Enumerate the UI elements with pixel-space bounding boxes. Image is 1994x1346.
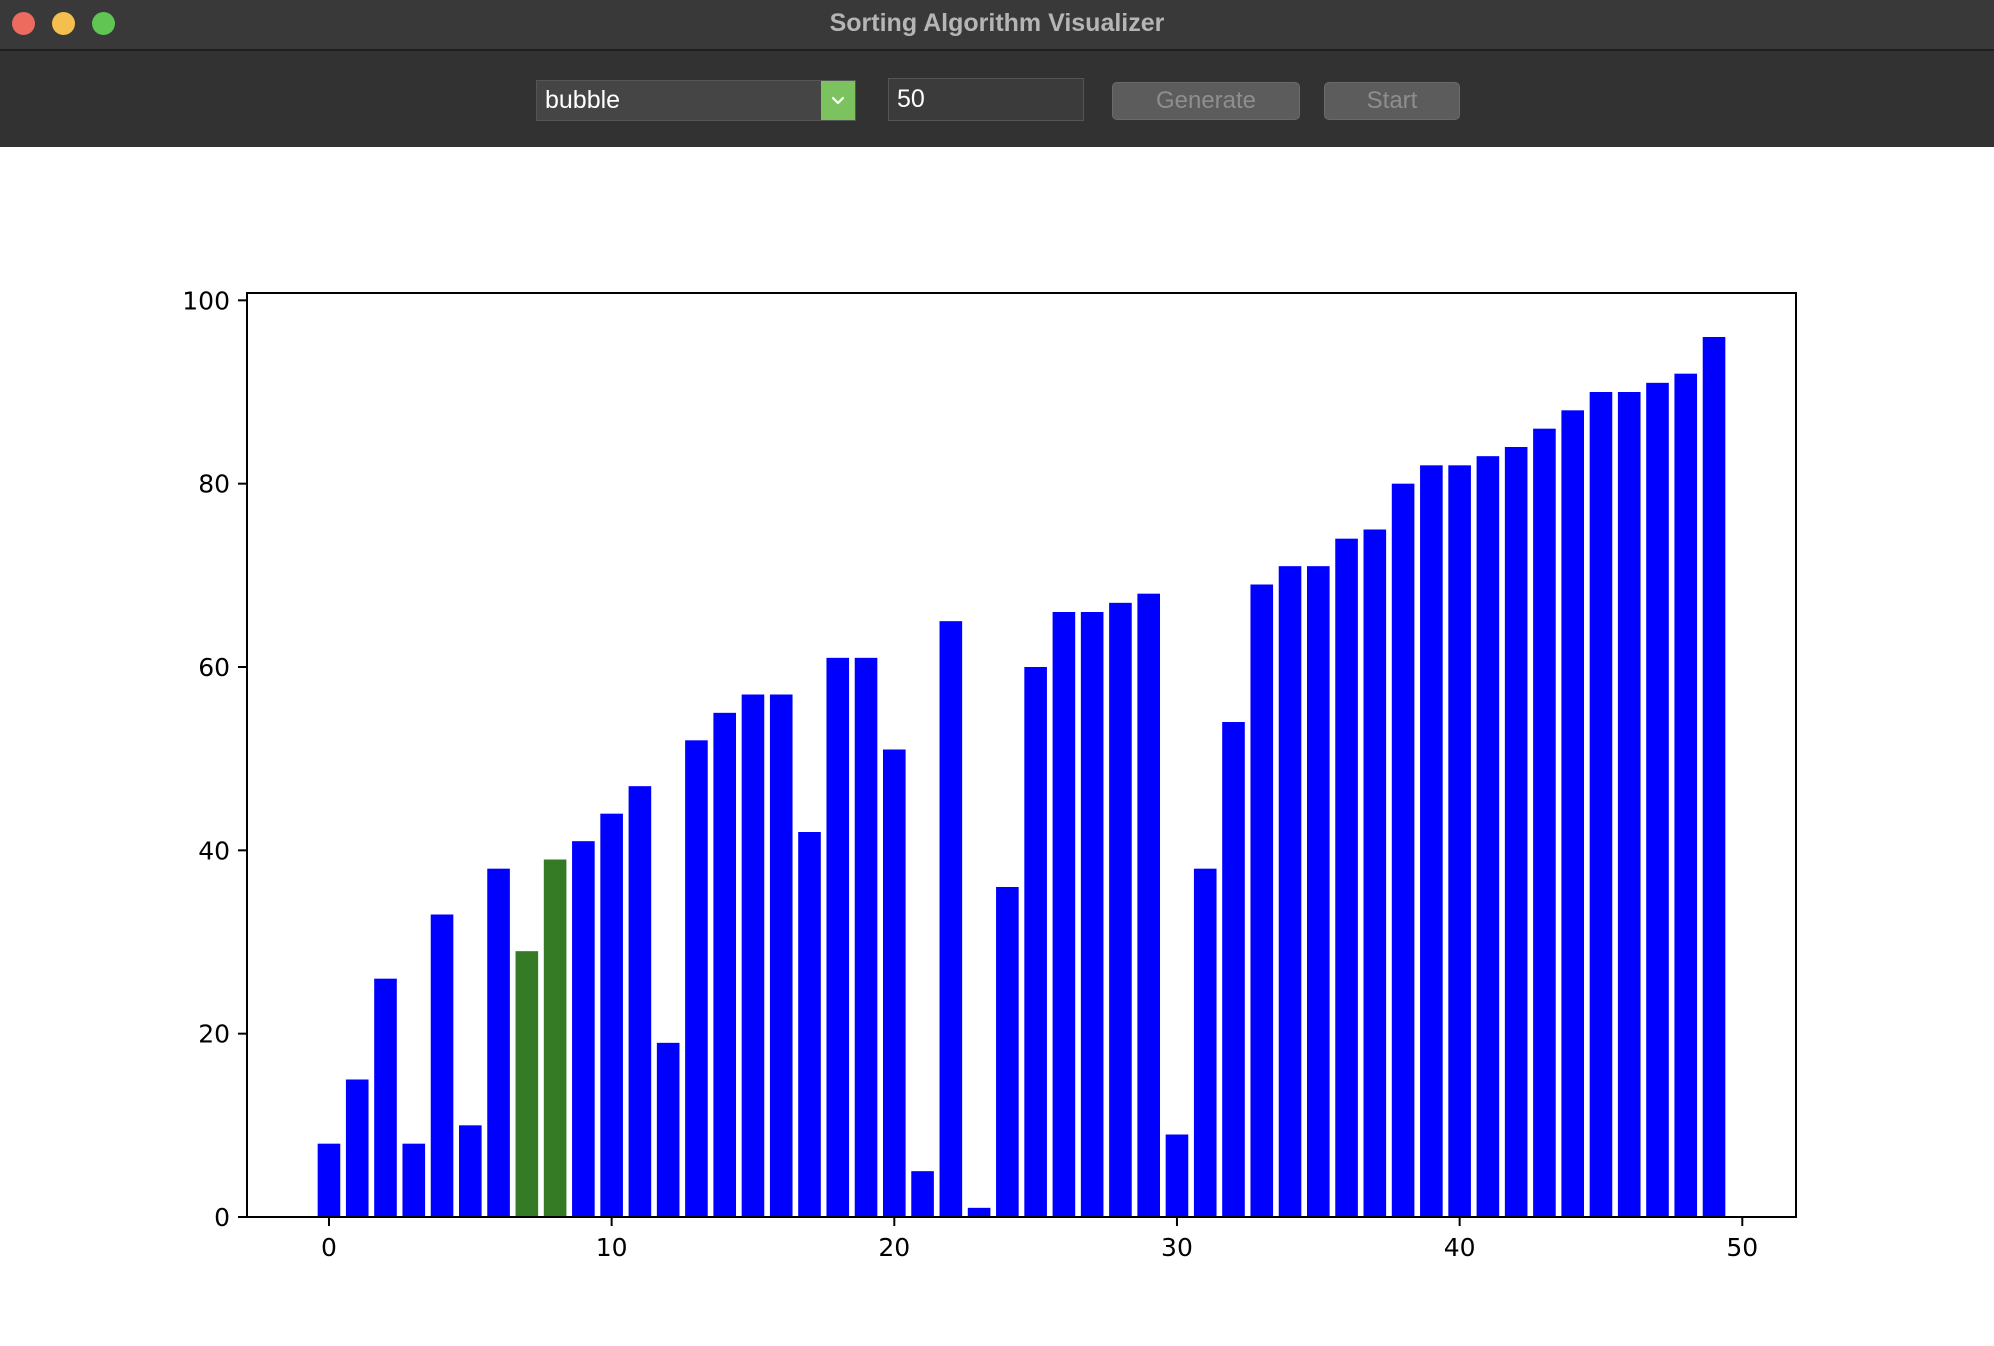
generate-button[interactable]: Generate bbox=[1112, 82, 1300, 120]
bar bbox=[628, 786, 652, 1217]
bar bbox=[1674, 373, 1698, 1217]
zoom-window-button[interactable] bbox=[92, 12, 115, 35]
bar bbox=[741, 694, 765, 1217]
algorithm-select-value: bubble bbox=[545, 86, 621, 114]
bar bbox=[1420, 465, 1443, 1218]
bar bbox=[996, 887, 1019, 1217]
bar bbox=[1193, 868, 1217, 1217]
algorithm-select[interactable]: bubble bbox=[536, 80, 856, 121]
bar bbox=[1589, 392, 1613, 1217]
x-tick-label: 40 bbox=[1444, 1233, 1476, 1262]
bar bbox=[967, 1207, 991, 1217]
bar bbox=[1278, 566, 1302, 1217]
bar bbox=[1617, 392, 1641, 1217]
bar bbox=[1080, 612, 1104, 1217]
bar bbox=[1363, 529, 1387, 1217]
y-tick-label: 40 bbox=[198, 836, 230, 865]
toolbar: bubble Generate Start bbox=[0, 51, 1994, 147]
bar bbox=[600, 813, 623, 1217]
x-tick-label: 20 bbox=[878, 1233, 910, 1262]
bar bbox=[656, 1042, 680, 1217]
bar bbox=[939, 621, 963, 1217]
bar bbox=[1306, 566, 1330, 1217]
bar bbox=[1476, 456, 1500, 1217]
bar bbox=[345, 1079, 369, 1217]
bar bbox=[1165, 1134, 1189, 1217]
y-tick-label: 20 bbox=[198, 1020, 230, 1049]
y-tick-label: 100 bbox=[182, 286, 230, 315]
bar bbox=[713, 712, 737, 1217]
bar-highlighted bbox=[515, 951, 539, 1217]
bar bbox=[487, 868, 510, 1217]
x-tick-label: 0 bbox=[321, 1233, 337, 1262]
chevron-down-icon[interactable] bbox=[821, 81, 855, 120]
close-window-button[interactable] bbox=[12, 12, 35, 35]
bar bbox=[374, 978, 397, 1217]
bar bbox=[1024, 667, 1047, 1217]
bar bbox=[769, 694, 793, 1217]
bar bbox=[1052, 612, 1076, 1217]
x-tick-label: 10 bbox=[596, 1233, 628, 1262]
window-title: Sorting Algorithm Visualizer bbox=[829, 9, 1165, 37]
plot-frame bbox=[246, 292, 1797, 1218]
bar bbox=[854, 657, 878, 1217]
bar bbox=[459, 1125, 482, 1217]
bar bbox=[1702, 337, 1726, 1217]
bar bbox=[317, 1143, 341, 1217]
bar-highlighted bbox=[543, 859, 567, 1217]
y-tick-label: 80 bbox=[198, 470, 230, 499]
array-size-input[interactable] bbox=[888, 78, 1084, 121]
bar bbox=[1504, 447, 1528, 1217]
y-tick-label: 0 bbox=[214, 1203, 230, 1232]
bar bbox=[911, 1171, 934, 1217]
bar bbox=[1335, 538, 1358, 1217]
bar bbox=[685, 740, 708, 1217]
bar bbox=[430, 914, 454, 1217]
bar bbox=[402, 1143, 426, 1217]
bar bbox=[1561, 410, 1584, 1218]
minimize-window-button[interactable] bbox=[52, 12, 75, 35]
x-tick-label: 30 bbox=[1161, 1233, 1193, 1262]
title-bar: Sorting Algorithm Visualizer bbox=[0, 0, 1994, 51]
bar bbox=[1137, 593, 1160, 1217]
bar bbox=[882, 749, 906, 1217]
bar bbox=[572, 841, 595, 1217]
bar bbox=[826, 657, 850, 1217]
bar bbox=[1109, 602, 1132, 1217]
start-button[interactable]: Start bbox=[1324, 82, 1460, 120]
x-tick-label: 50 bbox=[1726, 1233, 1758, 1262]
bar bbox=[1533, 428, 1556, 1217]
y-tick-label: 60 bbox=[198, 653, 230, 682]
bar-chart: 0 10 20 30 40 50 0 20 40 60 80 100 bbox=[182, 286, 1797, 1262]
bar bbox=[1448, 465, 1471, 1218]
bar bbox=[1646, 382, 1669, 1217]
bar bbox=[798, 832, 821, 1217]
bar bbox=[1250, 584, 1274, 1217]
bar bbox=[1222, 722, 1245, 1217]
bar bbox=[1391, 483, 1415, 1217]
chart-area: 0 10 20 30 40 50 0 20 40 60 80 100 bbox=[0, 147, 1994, 1346]
